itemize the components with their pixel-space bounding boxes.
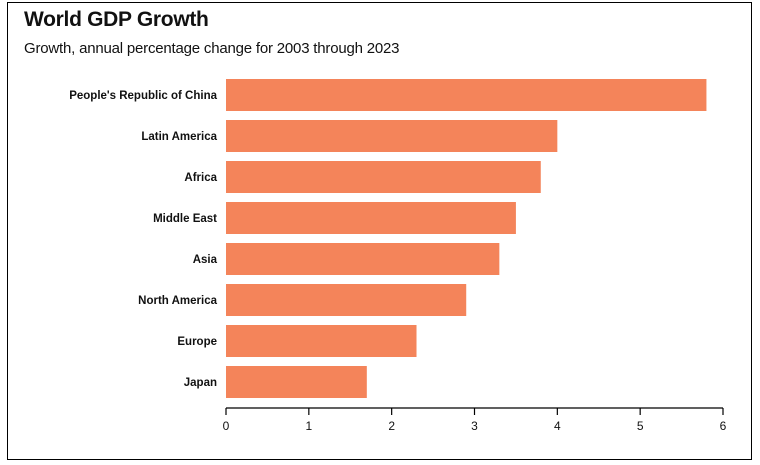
x-tick-label-4: 4 bbox=[554, 419, 561, 433]
bar-4 bbox=[226, 243, 500, 275]
bar-2 bbox=[226, 161, 541, 193]
x-tick-label-2: 2 bbox=[388, 419, 395, 433]
chart-subtitle: Growth, annual percentage change for 200… bbox=[24, 40, 400, 57]
x-tick-label-5: 5 bbox=[637, 419, 644, 433]
x-tick-label-3: 3 bbox=[471, 419, 478, 433]
bar-3 bbox=[226, 202, 516, 234]
category-label-6: Europe bbox=[177, 336, 217, 348]
bar-1 bbox=[226, 120, 558, 152]
chart-title: World GDP Growth bbox=[24, 8, 209, 31]
category-label-7: Japan bbox=[184, 377, 217, 389]
x-tick-label-6: 6 bbox=[720, 419, 727, 433]
bar-7 bbox=[226, 366, 367, 398]
x-axis: 0 1 2 3 4 5 6 bbox=[223, 407, 727, 433]
category-label-3: Middle East bbox=[153, 213, 217, 225]
bar-5 bbox=[226, 284, 467, 316]
category-label-4: Asia bbox=[193, 254, 218, 266]
category-label-1: Latin America bbox=[141, 131, 217, 143]
bar-0 bbox=[226, 79, 707, 111]
category-label-0: People's Republic of China bbox=[69, 90, 217, 102]
x-tick-label-1: 1 bbox=[305, 419, 312, 433]
x-tick-label-0: 0 bbox=[223, 419, 230, 433]
category-labels: People's Republic of China Latin America A… bbox=[69, 90, 217, 389]
category-label-5: North America bbox=[138, 295, 217, 307]
bar-6 bbox=[226, 325, 417, 357]
category-label-2: Africa bbox=[184, 172, 217, 184]
bars-layer bbox=[226, 79, 707, 398]
